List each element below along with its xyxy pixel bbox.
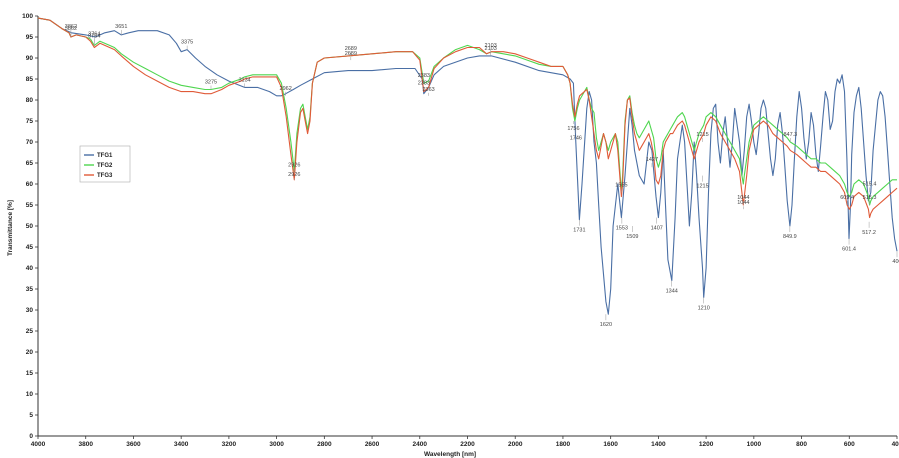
peak-label: 3275 xyxy=(205,80,217,86)
y-tick-label: 15 xyxy=(26,370,34,377)
peak-label: 1756 xyxy=(567,126,579,132)
peak-label: 2926 xyxy=(288,162,300,168)
x-tick-label: 800 xyxy=(796,441,807,448)
y-tick-label: 0 xyxy=(29,433,33,440)
x-axis-title: Wavelength [nm] xyxy=(424,451,476,458)
y-tick-label: 20 xyxy=(26,349,34,356)
peak-label: 609.4 xyxy=(840,195,854,201)
peak-label: 400 xyxy=(892,259,899,265)
peak-label: 515.3 xyxy=(863,195,877,201)
peak-label: 2103 xyxy=(485,46,497,52)
y-tick-label: 25 xyxy=(26,328,34,335)
peak-label: 1746 xyxy=(570,135,582,141)
peak-label: 3862 xyxy=(65,24,77,30)
legend-entry-tfg1: TFG1 xyxy=(97,153,113,159)
y-tick-label: 100 xyxy=(22,13,33,20)
peak-label: 1344 xyxy=(666,289,678,295)
peak-label: 3375 xyxy=(181,40,193,46)
x-axis-ticks: 4000 3800 3600 3400 3200 3000 2800 2600 2400 2200… xyxy=(31,436,899,448)
x-tick-label: 2800 xyxy=(317,441,332,448)
peak-label: 1731 xyxy=(573,228,585,234)
series-line-tfg3 xyxy=(37,17,898,219)
x-tick-label: 2200 xyxy=(460,441,475,448)
peak-label: 1210 xyxy=(698,305,710,311)
peak-label: 2926 xyxy=(288,172,300,178)
peak-label: 1427 xyxy=(646,157,658,163)
y-tick-label: 90 xyxy=(26,55,34,62)
y-tick-label: 80 xyxy=(26,97,34,104)
y-tick-label: 40 xyxy=(26,265,34,272)
peak-label: 1044 xyxy=(737,200,749,206)
peak-label: 3764 xyxy=(88,31,100,37)
peak-label: 3862 xyxy=(65,26,77,32)
y-tick-label: 30 xyxy=(26,307,34,314)
peak-label: 1553 xyxy=(616,226,628,232)
y-tick-label: 35 xyxy=(26,286,34,293)
peak-label: 847.3 xyxy=(783,132,797,138)
axes xyxy=(37,16,897,437)
peak-label: 515.4 xyxy=(863,181,877,187)
legend-entry-tfg2: TFG2 xyxy=(97,163,113,169)
x-tick-label: 2600 xyxy=(365,441,380,448)
peak-label: 2383 xyxy=(418,81,430,87)
legend-box xyxy=(79,145,131,183)
peak-label: 849.9 xyxy=(783,234,797,240)
y-axis-ticks: 0 5 10 15 20 25 30 35 40 45 50 55 60 65 70 75 80 85 90 95 10… xyxy=(22,13,38,440)
peak-label: 2689 xyxy=(345,46,357,52)
x-tick-label: 1000 xyxy=(747,441,762,448)
x-tick-label: 3800 xyxy=(78,441,93,448)
y-tick-label: 65 xyxy=(26,160,34,167)
y-tick-label: 5 xyxy=(29,412,33,419)
peak-label: 1555 xyxy=(615,182,627,188)
y-tick-label: 45 xyxy=(26,244,34,251)
peak-label: 517.2 xyxy=(862,230,876,236)
x-tick-label: 3600 xyxy=(126,441,141,448)
peak-label: 1215 xyxy=(696,132,708,138)
peak-label: 1509 xyxy=(626,234,638,240)
peak-label: 3134 xyxy=(239,77,251,83)
y-tick-label: 60 xyxy=(26,181,34,188)
x-tick-label: 1600 xyxy=(603,441,618,448)
peak-label: 2689 xyxy=(345,51,357,57)
y-tick-label: 70 xyxy=(26,139,34,146)
y-tick-label: 75 xyxy=(26,118,34,125)
legend-entry-tfg3: TFG3 xyxy=(97,173,113,179)
peak-label: 3764 xyxy=(88,33,100,39)
legend: TFG1 TFG2 TFG3 xyxy=(79,145,131,183)
peak-label: 601.4 xyxy=(842,247,856,253)
x-tick-label: 4000 xyxy=(31,441,46,448)
y-tick-label: 10 xyxy=(26,391,34,398)
peak-label: 3651 xyxy=(115,24,127,30)
y-tick-label: 85 xyxy=(26,76,34,83)
peak-label: 2363 xyxy=(422,87,434,93)
peak-label: 1620 xyxy=(600,322,612,328)
x-tick-label: 1400 xyxy=(651,441,666,448)
y-axis-title: Transmittance [%] xyxy=(7,200,14,256)
y-tick-label: 55 xyxy=(26,202,34,209)
x-tick-label: 2400 xyxy=(413,441,428,448)
series-line-tfg1 xyxy=(37,17,898,315)
x-tick-label: 3400 xyxy=(174,441,189,448)
series-line-tfg2 xyxy=(37,17,897,206)
x-tick-label: 400 xyxy=(892,441,899,448)
x-tick-label: 600 xyxy=(844,441,855,448)
peak-label: 1215 xyxy=(696,184,708,190)
x-tick-label: 1800 xyxy=(556,441,571,448)
peak-label: 2962 xyxy=(280,86,292,92)
peak-label: 2103 xyxy=(485,43,497,49)
x-tick-label: 3200 xyxy=(222,441,237,448)
peak-label: 1044 xyxy=(737,195,749,201)
x-tick-label: 3000 xyxy=(269,441,284,448)
peak-label: 2383 xyxy=(418,73,430,79)
x-tick-label: 2000 xyxy=(508,441,523,448)
series-group xyxy=(37,17,898,315)
peak-label: 1407 xyxy=(651,226,663,232)
y-tick-label: 95 xyxy=(26,34,34,41)
y-tick-label: 50 xyxy=(26,223,34,230)
x-tick-label: 1200 xyxy=(699,441,714,448)
